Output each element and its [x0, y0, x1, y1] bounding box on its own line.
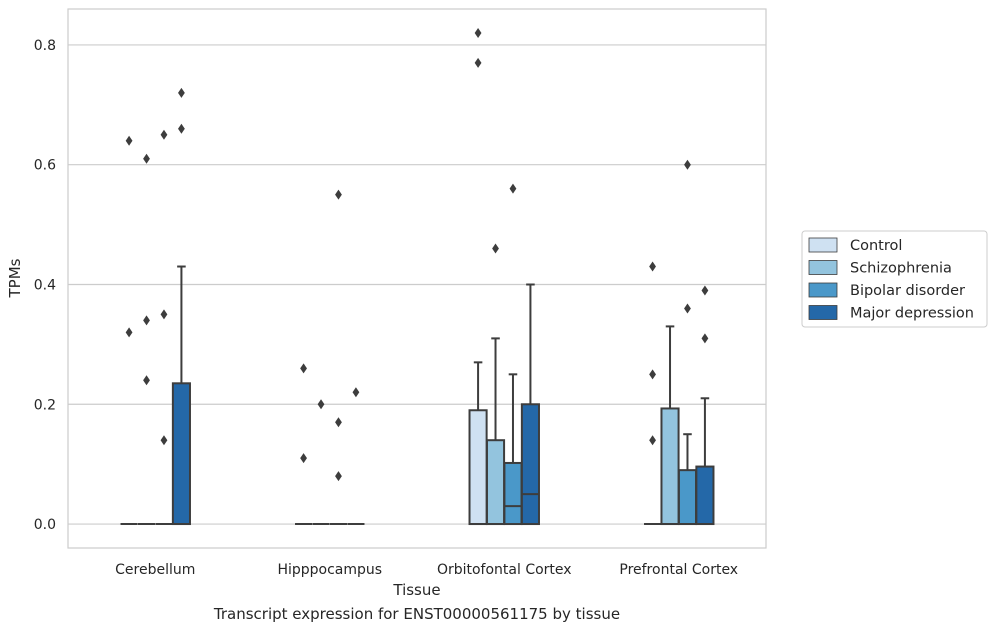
y-axis-label: TPMs — [6, 258, 24, 298]
box-group — [468, 27, 488, 526]
outlier-point — [125, 135, 133, 146]
y-tick-label: 0.4 — [34, 277, 56, 293]
box-group — [137, 153, 156, 526]
outlier-point — [125, 327, 133, 338]
box-group — [329, 189, 348, 526]
box — [520, 403, 540, 526]
box-group — [347, 387, 365, 526]
chart-caption: Transcript expression for ENST0000056117… — [213, 605, 621, 623]
box-group — [520, 283, 540, 526]
outlier-point — [509, 183, 517, 194]
x-tick-label: Cerebellum — [115, 562, 195, 578]
legend-swatch — [808, 260, 838, 275]
box — [660, 407, 680, 526]
outlier-point — [317, 399, 325, 410]
x-tick-label: Orbitofontal Cortex — [437, 562, 572, 578]
outlier-point — [300, 363, 307, 374]
outlier-point — [300, 453, 307, 464]
x-tick-label: Prefrontal Cortex — [619, 562, 738, 578]
outlier-point — [160, 129, 168, 140]
outlier-point — [143, 153, 150, 164]
legend-label: Bipolar disorder — [850, 283, 965, 299]
box-group — [120, 135, 138, 526]
box — [677, 469, 698, 526]
y-tick-label: 0.8 — [34, 38, 56, 54]
box-group — [660, 325, 680, 526]
outlier-point — [492, 243, 499, 254]
outlier-point — [160, 435, 168, 446]
outlier-point — [649, 261, 656, 272]
box-group — [295, 363, 313, 526]
outlier-point — [178, 123, 185, 134]
x-axis: Cerebellum Hipppocampus Orbitofontal Corte… — [115, 562, 738, 578]
box-group — [485, 243, 506, 526]
plot-frame — [67, 8, 767, 549]
plot-area — [120, 27, 715, 526]
legend-swatch — [808, 305, 838, 320]
y-tick-label: 0.0 — [34, 517, 56, 533]
box — [503, 461, 523, 526]
box — [468, 409, 488, 526]
outlier-point — [335, 189, 342, 200]
legend-frame — [801, 230, 988, 328]
box — [695, 465, 715, 526]
x-tick-label: Hipppocampus — [277, 562, 382, 578]
outlier-point — [352, 387, 360, 398]
outlier-point — [143, 375, 150, 386]
outlier-point — [474, 57, 482, 68]
y-tick-label: 0.6 — [34, 158, 56, 174]
box-group — [171, 87, 191, 526]
x-axis-label: Tissue — [392, 581, 440, 599]
outlier-point — [178, 87, 185, 98]
outlier-point — [335, 417, 342, 428]
outlier-point — [684, 159, 691, 170]
legend-label: Control — [850, 238, 902, 254]
legend: Control Schizophrenia Bipolar disorder Majo… — [801, 230, 988, 328]
legend-swatch — [808, 237, 838, 253]
outlier-point — [649, 435, 656, 446]
outlier-point — [143, 315, 150, 326]
outlier-point — [160, 309, 168, 320]
box-group — [695, 285, 715, 526]
box-group — [155, 129, 173, 526]
box-group — [644, 261, 662, 526]
box-group — [312, 399, 330, 526]
outlier-point — [649, 369, 656, 380]
legend-swatch — [808, 282, 838, 298]
outlier-point — [474, 27, 482, 38]
box-group — [503, 183, 523, 526]
legend-label: Schizophrenia — [850, 261, 952, 277]
box — [485, 439, 506, 526]
y-tick-label: 0.2 — [34, 397, 56, 413]
box-group — [677, 159, 698, 526]
box — [171, 382, 191, 526]
outlier-point — [701, 333, 709, 344]
y-axis: 0.0 0.2 0.4 0.6 0.8 — [34, 38, 56, 533]
outlier-point — [701, 285, 709, 296]
outlier-point — [684, 303, 691, 314]
legend-label: Major depression — [850, 306, 974, 322]
outlier-point — [335, 471, 342, 482]
